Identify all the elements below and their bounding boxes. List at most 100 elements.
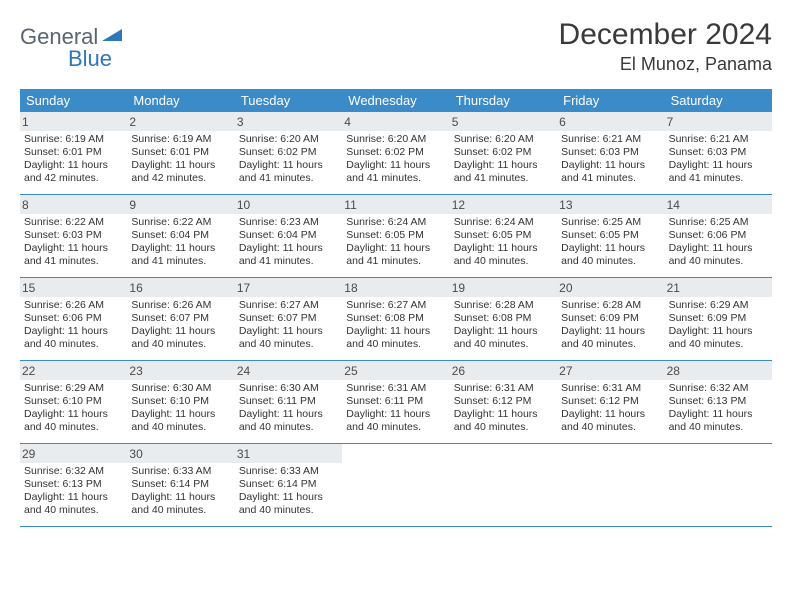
day-of-week-cell: Friday xyxy=(557,89,664,112)
sunset-text: Sunset: 6:14 PM xyxy=(131,478,230,491)
daylight-text: and 40 minutes. xyxy=(239,421,338,434)
sunset-text: Sunset: 6:09 PM xyxy=(561,312,660,325)
daylight-text: and 40 minutes. xyxy=(24,338,123,351)
sunrise-text: Sunrise: 6:26 AM xyxy=(24,299,123,312)
day-cell: 2Sunrise: 6:19 AMSunset: 6:01 PMDaylight… xyxy=(127,112,234,194)
sunrise-text: Sunrise: 6:25 AM xyxy=(669,216,768,229)
day-cell: 19Sunrise: 6:28 AMSunset: 6:08 PMDayligh… xyxy=(450,278,557,360)
day-of-week-cell: Sunday xyxy=(20,89,127,112)
day-number: 25 xyxy=(342,361,449,380)
day-number: 31 xyxy=(235,444,342,463)
day-cell: 17Sunrise: 6:27 AMSunset: 6:07 PMDayligh… xyxy=(235,278,342,360)
week-row: 29Sunrise: 6:32 AMSunset: 6:13 PMDayligh… xyxy=(20,444,772,527)
day-number: 1 xyxy=(20,112,127,131)
daylight-text: Daylight: 11 hours xyxy=(454,408,553,421)
day-number: 29 xyxy=(20,444,127,463)
day-cell: 18Sunrise: 6:27 AMSunset: 6:08 PMDayligh… xyxy=(342,278,449,360)
sunrise-text: Sunrise: 6:33 AM xyxy=(239,465,338,478)
sunset-text: Sunset: 6:01 PM xyxy=(131,146,230,159)
daylight-text: Daylight: 11 hours xyxy=(346,325,445,338)
logo-text-blue: Blue xyxy=(68,46,112,72)
day-number: 23 xyxy=(127,361,234,380)
sunrise-text: Sunrise: 6:32 AM xyxy=(24,465,123,478)
location: El Munoz, Panama xyxy=(559,54,772,75)
day-number: 13 xyxy=(557,195,664,214)
daylight-text: and 41 minutes. xyxy=(454,172,553,185)
day-of-week-row: SundayMondayTuesdayWednesdayThursdayFrid… xyxy=(20,89,772,112)
daylight-text: Daylight: 11 hours xyxy=(131,325,230,338)
sunset-text: Sunset: 6:11 PM xyxy=(239,395,338,408)
sunrise-text: Sunrise: 6:32 AM xyxy=(669,382,768,395)
sunrise-text: Sunrise: 6:31 AM xyxy=(561,382,660,395)
day-number: 26 xyxy=(450,361,557,380)
sunrise-text: Sunrise: 6:19 AM xyxy=(131,133,230,146)
day-cell: 23Sunrise: 6:30 AMSunset: 6:10 PMDayligh… xyxy=(127,361,234,443)
week-row: 1Sunrise: 6:19 AMSunset: 6:01 PMDaylight… xyxy=(20,112,772,195)
daylight-text: and 40 minutes. xyxy=(239,504,338,517)
sunrise-text: Sunrise: 6:22 AM xyxy=(24,216,123,229)
day-number: 3 xyxy=(235,112,342,131)
day-cell: 10Sunrise: 6:23 AMSunset: 6:04 PMDayligh… xyxy=(235,195,342,277)
sunset-text: Sunset: 6:04 PM xyxy=(239,229,338,242)
sunset-text: Sunset: 6:10 PM xyxy=(24,395,123,408)
daylight-text: and 40 minutes. xyxy=(561,338,660,351)
sunrise-text: Sunrise: 6:25 AM xyxy=(561,216,660,229)
daylight-text: Daylight: 11 hours xyxy=(24,408,123,421)
day-number: 5 xyxy=(450,112,557,131)
sunset-text: Sunset: 6:12 PM xyxy=(454,395,553,408)
daylight-text: and 40 minutes. xyxy=(131,421,230,434)
day-cell: 27Sunrise: 6:31 AMSunset: 6:12 PMDayligh… xyxy=(557,361,664,443)
day-cell: 24Sunrise: 6:30 AMSunset: 6:11 PMDayligh… xyxy=(235,361,342,443)
day-cell: 13Sunrise: 6:25 AMSunset: 6:05 PMDayligh… xyxy=(557,195,664,277)
day-cell: 5Sunrise: 6:20 AMSunset: 6:02 PMDaylight… xyxy=(450,112,557,194)
daylight-text: and 40 minutes. xyxy=(131,504,230,517)
sunset-text: Sunset: 6:12 PM xyxy=(561,395,660,408)
day-number: 21 xyxy=(665,278,772,297)
sunset-text: Sunset: 6:02 PM xyxy=(239,146,338,159)
sunrise-text: Sunrise: 6:26 AM xyxy=(131,299,230,312)
day-cell: 4Sunrise: 6:20 AMSunset: 6:02 PMDaylight… xyxy=(342,112,449,194)
sunset-text: Sunset: 6:04 PM xyxy=(131,229,230,242)
sunset-text: Sunset: 6:05 PM xyxy=(454,229,553,242)
sunset-text: Sunset: 6:10 PM xyxy=(131,395,230,408)
week-row: 15Sunrise: 6:26 AMSunset: 6:06 PMDayligh… xyxy=(20,278,772,361)
day-number: 15 xyxy=(20,278,127,297)
daylight-text: and 40 minutes. xyxy=(454,255,553,268)
day-number: 18 xyxy=(342,278,449,297)
day-cell: 22Sunrise: 6:29 AMSunset: 6:10 PMDayligh… xyxy=(20,361,127,443)
sunrise-text: Sunrise: 6:20 AM xyxy=(346,133,445,146)
sunrise-text: Sunrise: 6:28 AM xyxy=(561,299,660,312)
sunset-text: Sunset: 6:09 PM xyxy=(669,312,768,325)
weeks-container: 1Sunrise: 6:19 AMSunset: 6:01 PMDaylight… xyxy=(20,112,772,527)
day-number: 6 xyxy=(557,112,664,131)
calendar: SundayMondayTuesdayWednesdayThursdayFrid… xyxy=(20,89,772,527)
daylight-text: and 41 minutes. xyxy=(346,255,445,268)
logo-arrow-icon xyxy=(102,27,124,48)
day-cell: 26Sunrise: 6:31 AMSunset: 6:12 PMDayligh… xyxy=(450,361,557,443)
daylight-text: and 41 minutes. xyxy=(239,172,338,185)
day-cell: 28Sunrise: 6:32 AMSunset: 6:13 PMDayligh… xyxy=(665,361,772,443)
daylight-text: and 41 minutes. xyxy=(131,255,230,268)
sunset-text: Sunset: 6:03 PM xyxy=(669,146,768,159)
day-number: 9 xyxy=(127,195,234,214)
sunset-text: Sunset: 6:08 PM xyxy=(346,312,445,325)
daylight-text: Daylight: 11 hours xyxy=(24,491,123,504)
day-number: 20 xyxy=(557,278,664,297)
daylight-text: Daylight: 11 hours xyxy=(24,242,123,255)
week-row: 22Sunrise: 6:29 AMSunset: 6:10 PMDayligh… xyxy=(20,361,772,444)
page: General Blue December 2024 El Munoz, Pan… xyxy=(0,0,792,545)
day-number: 19 xyxy=(450,278,557,297)
day-cell: 25Sunrise: 6:31 AMSunset: 6:11 PMDayligh… xyxy=(342,361,449,443)
daylight-text: and 40 minutes. xyxy=(669,338,768,351)
day-cell: 21Sunrise: 6:29 AMSunset: 6:09 PMDayligh… xyxy=(665,278,772,360)
day-cell: 6Sunrise: 6:21 AMSunset: 6:03 PMDaylight… xyxy=(557,112,664,194)
daylight-text: and 40 minutes. xyxy=(346,338,445,351)
sunrise-text: Sunrise: 6:19 AM xyxy=(24,133,123,146)
sunrise-text: Sunrise: 6:27 AM xyxy=(239,299,338,312)
daylight-text: Daylight: 11 hours xyxy=(24,159,123,172)
sunrise-text: Sunrise: 6:31 AM xyxy=(346,382,445,395)
daylight-text: Daylight: 11 hours xyxy=(131,242,230,255)
sunrise-text: Sunrise: 6:33 AM xyxy=(131,465,230,478)
daylight-text: Daylight: 11 hours xyxy=(239,325,338,338)
daylight-text: Daylight: 11 hours xyxy=(454,325,553,338)
